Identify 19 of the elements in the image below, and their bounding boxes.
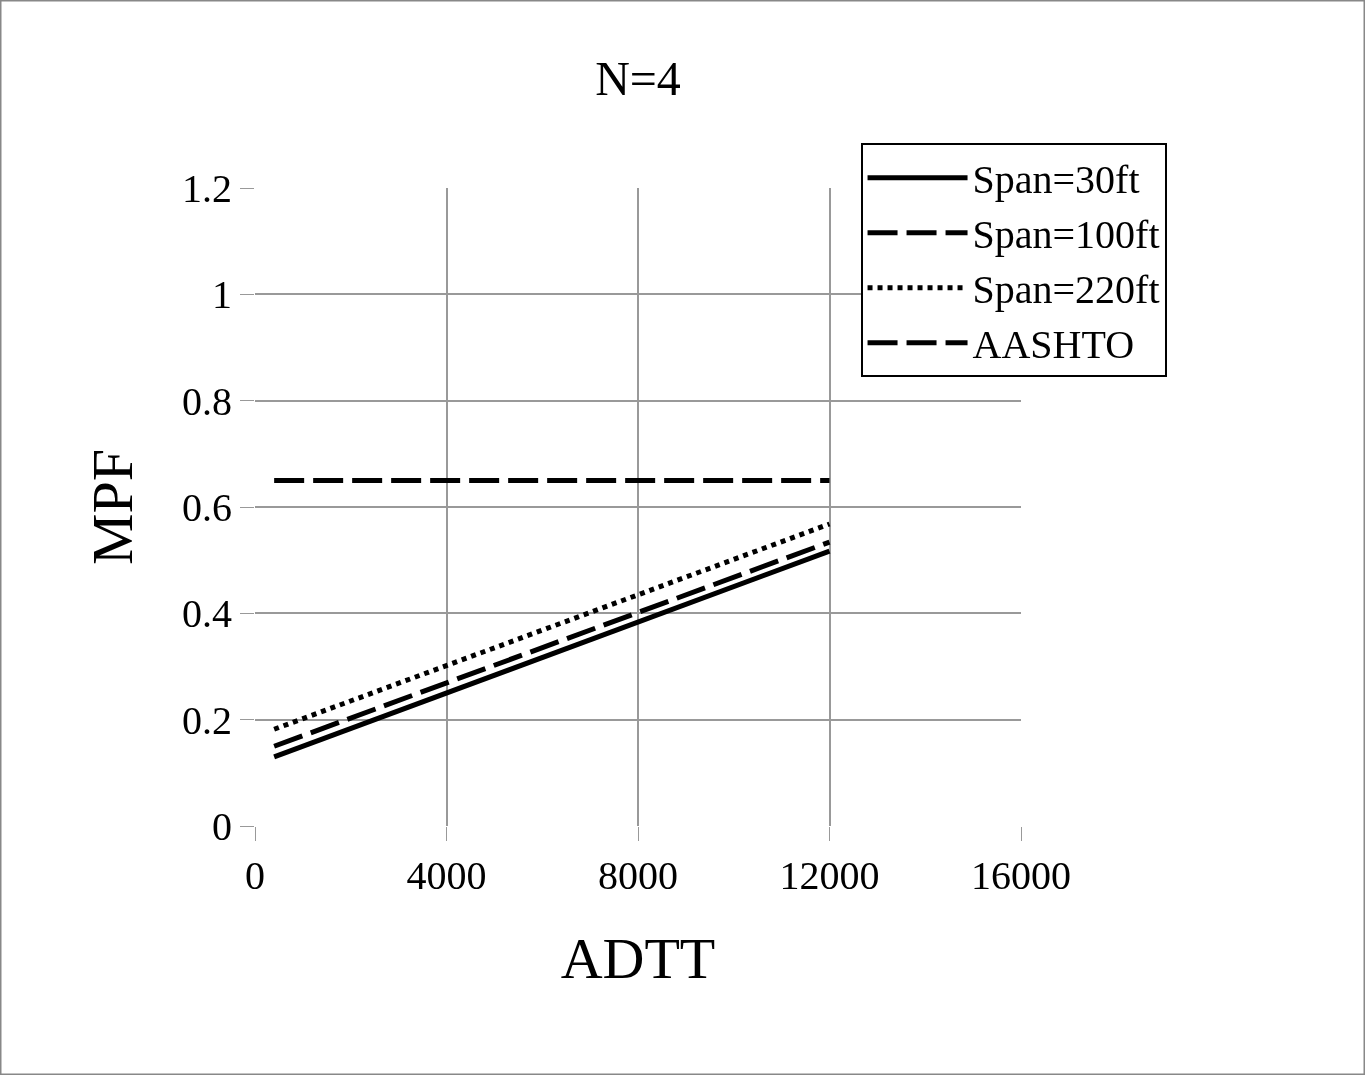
y-tick-label: 0 [212, 804, 232, 849]
legend-label: AASHTO [972, 322, 1135, 368]
chart-title: N=4 [595, 51, 681, 105]
legend-label: Span=30ft [972, 157, 1140, 203]
x-tick-label: 12000 [779, 853, 880, 898]
x-tick-label: 0 [245, 853, 265, 898]
x-tick-label: 16000 [971, 853, 1071, 898]
y-tick-label: 1 [212, 272, 232, 318]
y-tick-label: 0.8 [182, 378, 232, 424]
y-tick-label: 0.4 [182, 591, 232, 637]
y-tick-label: 1.2 [182, 166, 232, 211]
x-axis-title: ADTT [560, 926, 716, 992]
x-tick-label: 8000 [598, 853, 678, 898]
y-tick-label: 0.6 [182, 485, 232, 530]
legend-label: Span=100ft [972, 212, 1160, 258]
legend-label: Span=220ft [972, 267, 1160, 313]
y-axis-title: MPF [80, 448, 146, 566]
y-tick-label: 0.2 [182, 697, 232, 743]
x-tick-label: 4000 [406, 853, 487, 898]
